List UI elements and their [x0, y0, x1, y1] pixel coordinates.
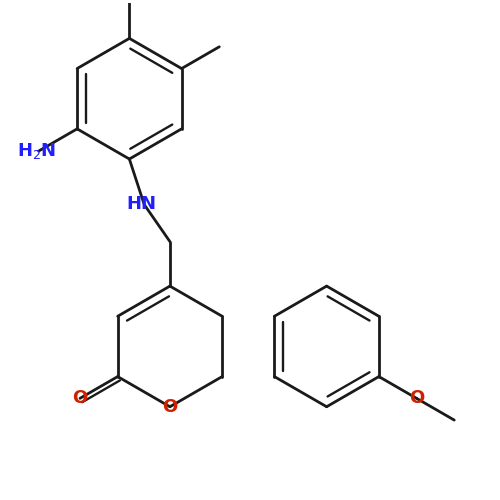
- Text: O: O: [162, 398, 178, 415]
- Text: H$_2$N: H$_2$N: [16, 141, 56, 161]
- Text: O: O: [409, 390, 424, 407]
- Text: HN: HN: [126, 194, 156, 212]
- Text: O: O: [72, 390, 88, 407]
